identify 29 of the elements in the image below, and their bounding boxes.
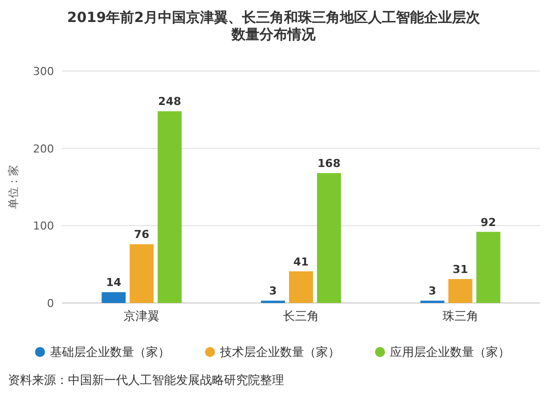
text: 资料来源：中国新一代人工智能发展战略研究院整理 [8,373,284,387]
data-label: 41 [293,255,309,268]
bar [317,173,341,303]
y-axis-title: 单位：家 [7,165,20,209]
bar [448,279,472,303]
bar [158,111,182,303]
bar [130,244,154,303]
data-label: 248 [158,95,182,108]
data-label: 31 [452,263,468,276]
data-label: 14 [106,276,122,290]
data-label: 3 [428,284,436,298]
chart-title: 2019年前2月中国京津翼、长三角和珠三角地区人工智能企业层次数量分布情况 [67,9,481,43]
data-label: 76 [134,228,150,242]
data-label: 92 [480,216,496,229]
legend-label: 基础层企业数量（家） [50,345,170,359]
y-tick-label: 200 [33,142,54,156]
y-tick-label: 300 [33,65,54,78]
bar [476,232,500,303]
y-tick-label: 100 [33,220,54,233]
x-tick-label: 长三角 [283,309,319,323]
bar [289,271,313,303]
data-label: 3 [269,284,277,298]
y-tick-label: 0 [47,297,54,310]
x-tick-label: 京津翼 [124,309,160,323]
data-label: 168 [318,157,340,170]
x-tick-label: 珠三角 [442,309,478,323]
bar [102,292,126,303]
legend-label: 技术层企业数量（家） [219,345,340,359]
legend-label: 应用层企业数量（家） [390,345,510,359]
